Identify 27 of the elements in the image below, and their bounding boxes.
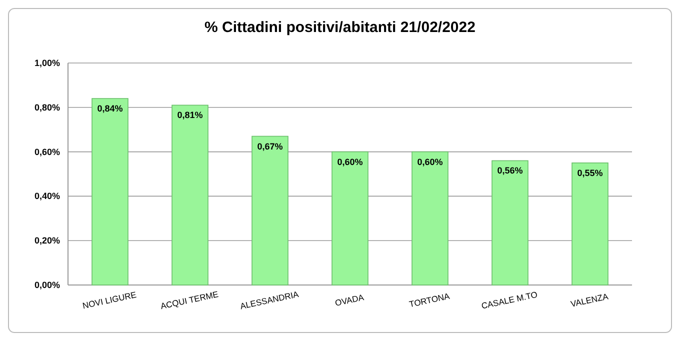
x-tick-label: VALENZA (570, 291, 610, 309)
data-label: 0,55% (577, 168, 603, 178)
bar (172, 104, 208, 286)
x-tick-label: TORTONA (408, 290, 451, 310)
bar (332, 151, 368, 286)
bar (92, 98, 128, 286)
data-label: 0,60% (417, 156, 443, 167)
y-tick-label: 0,20% (34, 236, 60, 246)
y-tick-label: 0,40% (34, 191, 60, 202)
x-tick-label: CASALE M.TO (480, 289, 539, 311)
bar (492, 160, 528, 286)
y-tick-label: 0,00% (34, 280, 60, 290)
x-tick-label: ACQUI TERME (160, 288, 220, 312)
chart-title: % Cittadini positivi/abitanti 21/02/2022 (204, 19, 476, 36)
x-tick-label: OVADA (334, 292, 365, 308)
data-label: 0,81% (177, 110, 203, 120)
bar (412, 151, 448, 286)
bar (572, 162, 608, 286)
data-label: 0,56% (497, 166, 523, 176)
bar (252, 136, 288, 286)
data-label: 0,60% (337, 156, 363, 167)
y-tick-label: 1,00% (34, 58, 60, 68)
x-tick-label: NOVI LIGURE (82, 289, 138, 311)
y-tick-label: 0,60% (34, 146, 60, 157)
y-tick-label: 0,80% (34, 102, 60, 112)
data-label: 0,84% (97, 104, 123, 114)
data-label: 0,67% (257, 141, 283, 152)
